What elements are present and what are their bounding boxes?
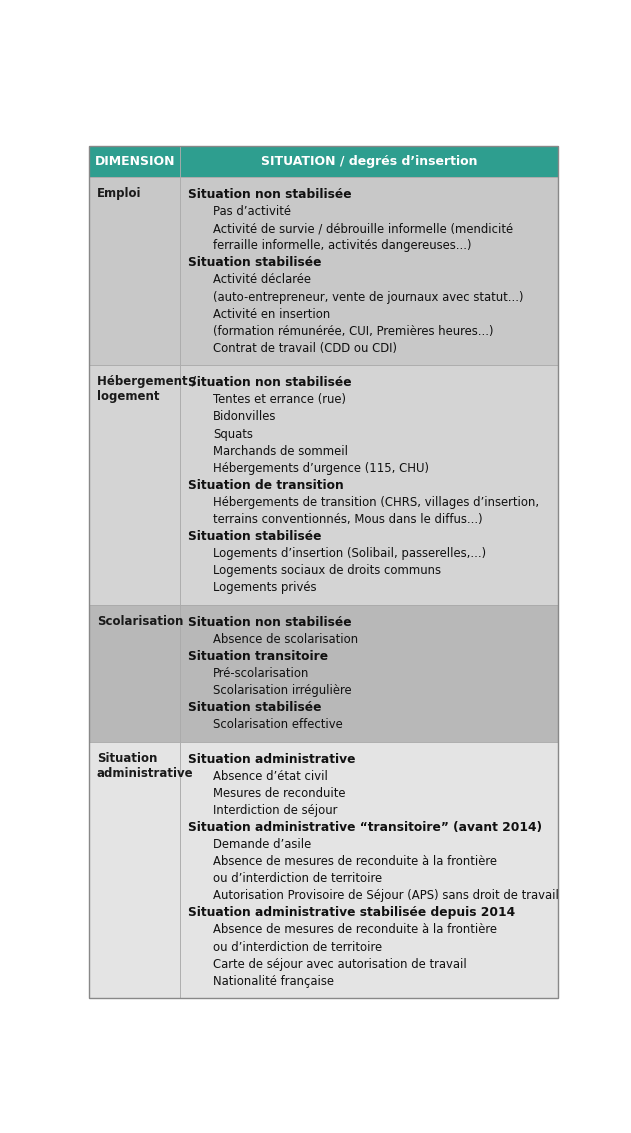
Bar bbox=[89, 146, 180, 177]
Text: Bidonvilles: Bidonvilles bbox=[213, 410, 276, 424]
Text: Scolarisation effective: Scolarisation effective bbox=[213, 718, 343, 731]
Text: Situation administrative stabilisée depuis 2014: Situation administrative stabilisée depu… bbox=[188, 906, 516, 919]
Text: ou d’interdiction de territoire: ou d’interdiction de territoire bbox=[213, 940, 382, 954]
Text: Hébergements d’urgence (115, CHU): Hébergements d’urgence (115, CHU) bbox=[213, 461, 429, 475]
Bar bbox=[89, 605, 180, 742]
Text: Contrat de travail (CDD ou CDI): Contrat de travail (CDD ou CDI) bbox=[213, 342, 397, 355]
Text: Absence de mesures de reconduite à la frontière: Absence de mesures de reconduite à la fr… bbox=[213, 923, 497, 937]
Text: Absence de mesures de reconduite à la frontière: Absence de mesures de reconduite à la fr… bbox=[213, 855, 497, 868]
Text: Marchands de sommeil: Marchands de sommeil bbox=[213, 444, 348, 458]
Text: Hébergement /
logement: Hébergement / logement bbox=[97, 375, 196, 403]
Text: DIMENSION: DIMENSION bbox=[95, 155, 175, 168]
Bar bbox=[180, 177, 558, 366]
Text: ou d’interdiction de territoire: ou d’interdiction de territoire bbox=[213, 872, 382, 885]
Text: Absence d’état civil: Absence d’état civil bbox=[213, 769, 328, 783]
Text: Situation non stabilisée: Situation non stabilisée bbox=[188, 188, 351, 202]
Text: Logements d’insertion (Solibail, passerelles,...): Logements d’insertion (Solibail, passere… bbox=[213, 547, 486, 560]
Text: Hébergements de transition (CHRS, villages d’insertion,: Hébergements de transition (CHRS, villag… bbox=[213, 496, 539, 509]
Text: Carte de séjour avec autorisation de travail: Carte de séjour avec autorisation de tra… bbox=[213, 957, 467, 971]
Text: Nationalité française: Nationalité française bbox=[213, 974, 334, 988]
Bar bbox=[180, 742, 558, 998]
Text: Situation stabilisée: Situation stabilisée bbox=[188, 530, 322, 543]
Text: Logements privés: Logements privés bbox=[213, 581, 316, 594]
Text: Emploi: Emploi bbox=[97, 187, 141, 199]
Bar bbox=[180, 366, 558, 605]
Text: Tentes et errance (rue): Tentes et errance (rue) bbox=[213, 393, 346, 407]
Text: Situation transitoire: Situation transitoire bbox=[188, 650, 328, 663]
Text: Demande d’asile: Demande d’asile bbox=[213, 838, 311, 851]
Bar bbox=[89, 742, 180, 998]
Text: Activité de survie / débrouille informelle (mendicité: Activité de survie / débrouille informel… bbox=[213, 222, 513, 236]
Bar bbox=[89, 366, 180, 605]
Bar bbox=[180, 146, 558, 177]
Text: Situation de transition: Situation de transition bbox=[188, 479, 344, 492]
Text: Activité déclarée: Activité déclarée bbox=[213, 273, 311, 287]
Text: Scolarisation: Scolarisation bbox=[97, 614, 183, 628]
Text: Activité en insertion: Activité en insertion bbox=[213, 307, 330, 321]
Text: (auto-entrepreneur, vente de journaux avec statut...): (auto-entrepreneur, vente de journaux av… bbox=[213, 290, 524, 304]
Text: Situation non stabilisée: Situation non stabilisée bbox=[188, 376, 351, 390]
Text: Scolarisation irrégulière: Scolarisation irrégulière bbox=[213, 684, 351, 697]
Text: (formation rémunérée, CUI, Premières heures...): (formation rémunérée, CUI, Premières heu… bbox=[213, 325, 493, 338]
Text: Mesures de reconduite: Mesures de reconduite bbox=[213, 787, 345, 800]
Text: Situation stabilisée: Situation stabilisée bbox=[188, 701, 322, 714]
Text: Squats: Squats bbox=[213, 427, 253, 441]
Text: Situation non stabilisée: Situation non stabilisée bbox=[188, 615, 351, 629]
Text: Situation
administrative: Situation administrative bbox=[97, 751, 193, 780]
Text: Logements sociaux de droits communs: Logements sociaux de droits communs bbox=[213, 564, 441, 577]
Text: Pas d’activité: Pas d’activité bbox=[213, 205, 291, 219]
Text: Autorisation Provisoire de Séjour (APS) sans droit de travail: Autorisation Provisoire de Séjour (APS) … bbox=[213, 889, 559, 902]
Text: Situation administrative: Situation administrative bbox=[188, 752, 356, 766]
Bar bbox=[180, 605, 558, 742]
Text: Absence de scolarisation: Absence de scolarisation bbox=[213, 633, 358, 646]
Text: ferraille informelle, activités dangereuses...): ferraille informelle, activités dangereu… bbox=[213, 239, 471, 253]
Text: Interdiction de séjour: Interdiction de séjour bbox=[213, 804, 338, 817]
Text: SITUATION / degrés d’insertion: SITUATION / degrés d’insertion bbox=[261, 155, 478, 168]
Text: Situation administrative “transitoire” (avant 2014): Situation administrative “transitoire” (… bbox=[188, 821, 542, 834]
Bar bbox=[89, 177, 180, 366]
Text: terrains conventionnés, Mous dans le diffus...): terrains conventionnés, Mous dans le dif… bbox=[213, 513, 483, 526]
Text: Pré-scolarisation: Pré-scolarisation bbox=[213, 667, 309, 680]
Text: Situation stabilisée: Situation stabilisée bbox=[188, 256, 322, 270]
